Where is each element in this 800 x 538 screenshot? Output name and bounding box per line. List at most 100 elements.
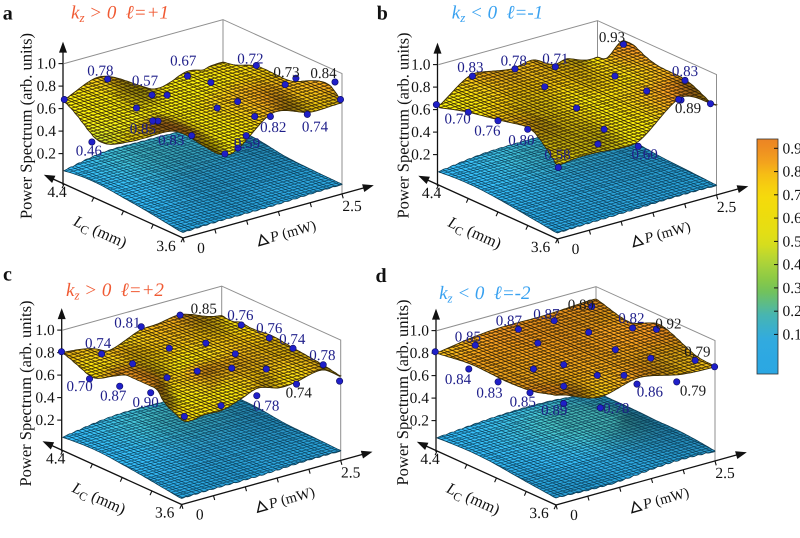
svg-text:0: 0 xyxy=(572,241,580,258)
svg-text:0.2: 0.2 xyxy=(411,147,430,164)
svg-text:1.0: 1.0 xyxy=(35,322,55,339)
svg-text:Power Spectrum (arb. units): Power Spectrum (arb. units) xyxy=(394,32,413,218)
svg-text:0.84: 0.84 xyxy=(445,372,472,388)
svg-text:0.70: 0.70 xyxy=(444,112,470,128)
svg-text:0.6: 0.6 xyxy=(37,101,57,118)
svg-text:0.70: 0.70 xyxy=(66,379,92,395)
svg-text:0.6: 0.6 xyxy=(411,102,431,119)
svg-text:0.74: 0.74 xyxy=(279,332,306,348)
svg-text:0.2: 0.2 xyxy=(35,412,54,429)
svg-text:0.6: 0.6 xyxy=(410,368,430,385)
svg-text:3.6: 3.6 xyxy=(531,239,551,256)
svg-text:0.3: 0.3 xyxy=(783,280,800,297)
svg-text:0.78: 0.78 xyxy=(309,348,335,364)
svg-text:0.83: 0.83 xyxy=(158,133,184,149)
svg-text:0.83: 0.83 xyxy=(476,386,502,402)
svg-text:c: c xyxy=(3,264,12,286)
svg-text:0.89: 0.89 xyxy=(568,297,594,313)
svg-text:0.73: 0.73 xyxy=(273,65,299,81)
svg-text:0.86: 0.86 xyxy=(637,384,664,400)
svg-text:0.2: 0.2 xyxy=(783,303,800,320)
svg-text:0.5: 0.5 xyxy=(783,233,800,250)
svg-text:0.4: 0.4 xyxy=(411,124,431,141)
svg-text:3.6: 3.6 xyxy=(155,505,175,522)
svg-text:0.46: 0.46 xyxy=(76,144,103,160)
svg-text:0.78: 0.78 xyxy=(603,401,629,417)
svg-text:3.6: 3.6 xyxy=(156,238,176,255)
svg-text:0.4: 0.4 xyxy=(35,390,55,407)
svg-text:b: b xyxy=(377,2,388,24)
svg-text:0.4: 0.4 xyxy=(410,390,430,407)
svg-text:0.7: 0.7 xyxy=(783,187,800,204)
svg-text:0.4: 0.4 xyxy=(37,123,57,140)
svg-text:0.2: 0.2 xyxy=(37,146,56,163)
svg-text:d: d xyxy=(375,265,386,287)
svg-text:0.72: 0.72 xyxy=(237,51,263,67)
svg-text:0.85: 0.85 xyxy=(510,394,536,410)
svg-text:0.78: 0.78 xyxy=(501,53,527,69)
svg-text:0.8: 0.8 xyxy=(783,164,800,181)
svg-text:0.80: 0.80 xyxy=(508,133,534,149)
svg-text:0.89: 0.89 xyxy=(675,101,701,117)
svg-text:0.87: 0.87 xyxy=(533,307,560,323)
svg-text:4.4: 4.4 xyxy=(422,185,442,202)
svg-text:0.1: 0.1 xyxy=(783,326,800,343)
svg-text:a: a xyxy=(3,2,13,24)
svg-text:1.0: 1.0 xyxy=(410,323,430,340)
svg-text:0.93: 0.93 xyxy=(599,30,625,46)
svg-text:0.2: 0.2 xyxy=(410,413,429,430)
svg-text:0.8: 0.8 xyxy=(37,78,57,95)
svg-text:2.5: 2.5 xyxy=(342,198,362,215)
svg-text:0.83: 0.83 xyxy=(457,60,483,76)
svg-text:0.4: 0.4 xyxy=(783,257,800,274)
svg-text:0.8: 0.8 xyxy=(410,345,430,362)
svg-text:0.79: 0.79 xyxy=(684,345,710,361)
svg-text:0.82: 0.82 xyxy=(618,311,644,327)
svg-text:0: 0 xyxy=(197,240,205,257)
svg-text:0.87: 0.87 xyxy=(100,389,127,405)
svg-text:0.78: 0.78 xyxy=(87,64,113,80)
svg-text:3.6: 3.6 xyxy=(529,505,549,522)
svg-text:kz > 0 ℓ=+1: kz > 0 ℓ=+1 xyxy=(71,3,169,26)
svg-text:4.4: 4.4 xyxy=(420,451,440,468)
svg-text:0.74: 0.74 xyxy=(286,386,313,402)
svg-text:1.0: 1.0 xyxy=(37,56,57,73)
svg-text:0: 0 xyxy=(196,507,204,524)
svg-text:0.79: 0.79 xyxy=(680,384,706,400)
svg-text:0.6: 0.6 xyxy=(783,210,800,227)
svg-text:0.87: 0.87 xyxy=(496,314,523,330)
svg-text:0.57: 0.57 xyxy=(132,73,159,89)
svg-text:0.6: 0.6 xyxy=(35,367,55,384)
svg-text:0.83: 0.83 xyxy=(672,64,698,80)
svg-text:0.82: 0.82 xyxy=(260,120,286,136)
svg-text:kz < 0 ℓ=-2: kz < 0 ℓ=-2 xyxy=(439,283,531,306)
svg-text:2.5: 2.5 xyxy=(715,465,735,482)
svg-text:2.5: 2.5 xyxy=(717,199,737,216)
svg-text:0.84: 0.84 xyxy=(310,66,337,82)
svg-text:0.60: 0.60 xyxy=(631,147,657,163)
svg-text:0.76: 0.76 xyxy=(227,308,254,324)
svg-text:0.81: 0.81 xyxy=(114,315,140,331)
svg-text:0.85: 0.85 xyxy=(455,330,481,346)
svg-text:1.0: 1.0 xyxy=(411,57,431,74)
svg-text:0.76: 0.76 xyxy=(474,124,501,140)
svg-text:Power Spectrum (arb. units): Power Spectrum (arb. units) xyxy=(17,33,36,219)
svg-text:0.8: 0.8 xyxy=(35,345,55,362)
svg-text:0.85: 0.85 xyxy=(130,121,156,137)
svg-text:0.67: 0.67 xyxy=(170,53,197,69)
svg-text:2.5: 2.5 xyxy=(341,465,361,482)
svg-text:Power Spectrum (arb. units): Power Spectrum (arb. units) xyxy=(16,300,35,486)
svg-text:0: 0 xyxy=(570,507,578,524)
svg-text:Power Spectrum (arb. units): Power Spectrum (arb. units) xyxy=(393,299,412,485)
svg-text:0.9: 0.9 xyxy=(783,140,800,157)
svg-text:0.59: 0.59 xyxy=(234,136,260,152)
svg-text:0.92: 0.92 xyxy=(655,317,681,333)
svg-text:0.78: 0.78 xyxy=(253,399,279,415)
svg-text:0.90: 0.90 xyxy=(132,395,158,411)
svg-text:0.8: 0.8 xyxy=(411,79,431,96)
svg-text:0.85: 0.85 xyxy=(191,302,217,318)
svg-text:4.4: 4.4 xyxy=(46,451,66,468)
svg-text:0.74: 0.74 xyxy=(85,336,112,352)
svg-text:0.89: 0.89 xyxy=(541,403,567,419)
svg-text:0.71: 0.71 xyxy=(542,51,568,67)
